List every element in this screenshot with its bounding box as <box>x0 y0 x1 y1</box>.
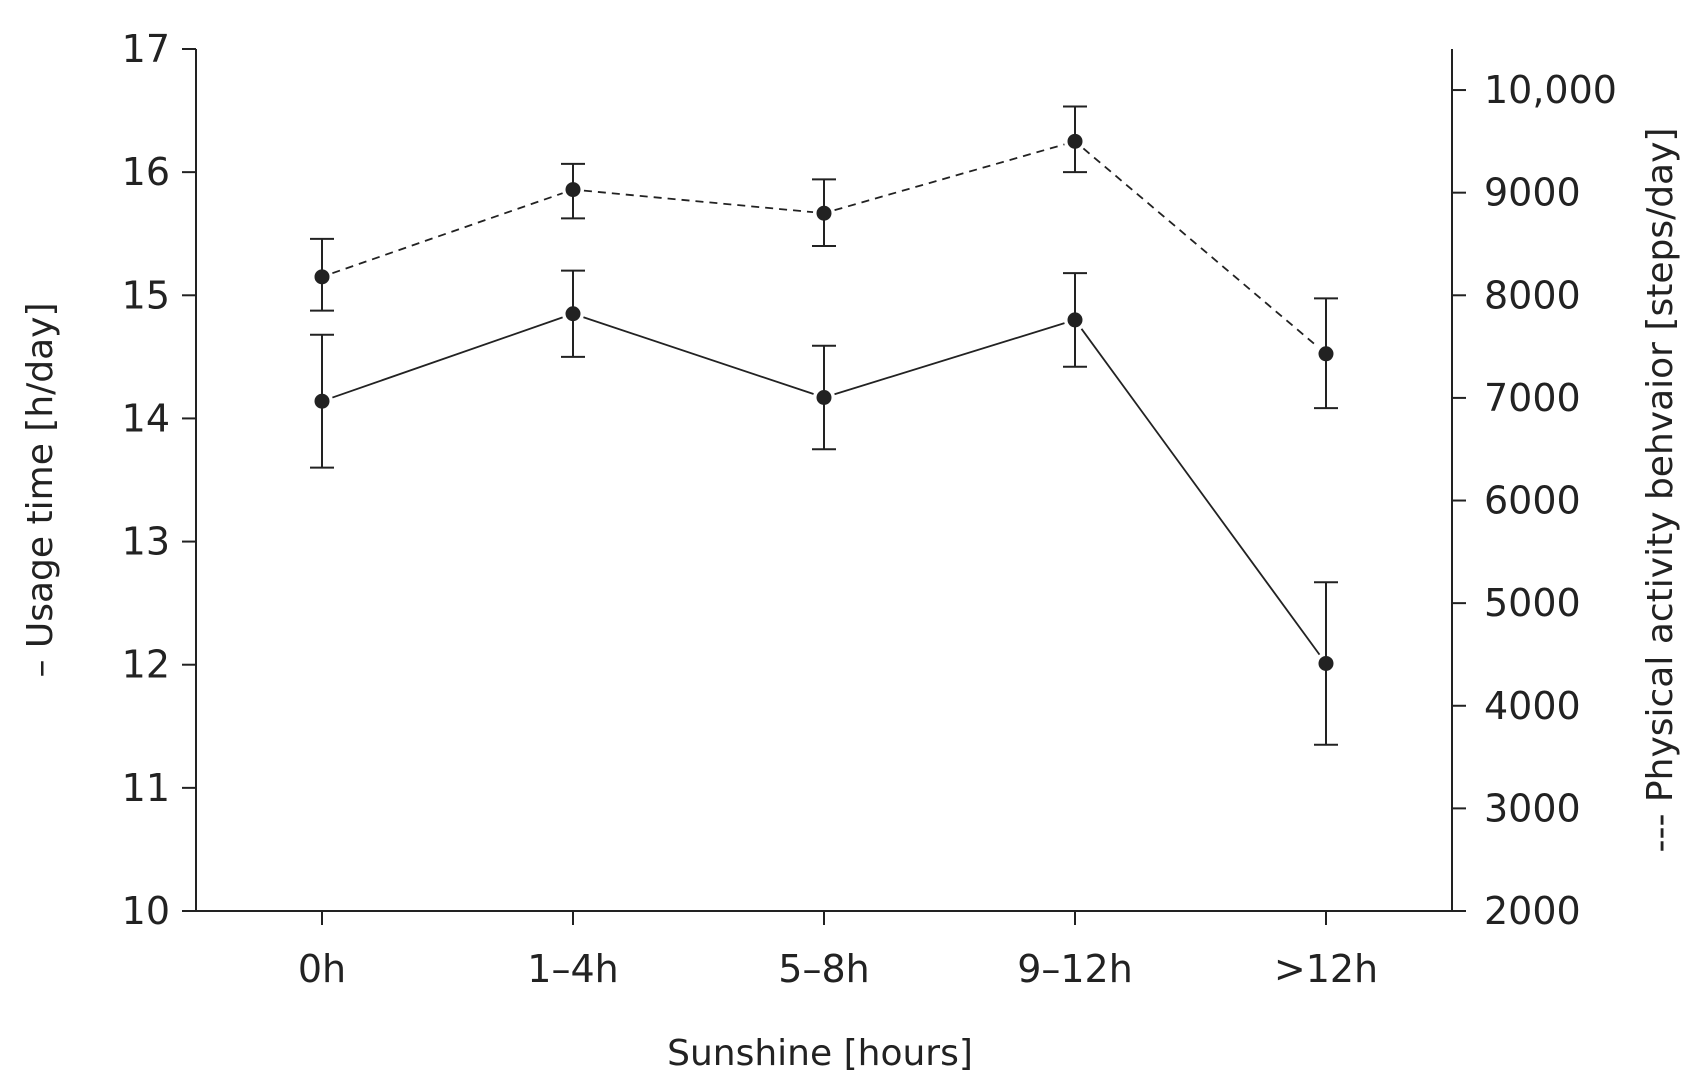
left-y-axis-title: – Usage time [h/day] <box>20 302 61 677</box>
physical-activity-segment <box>583 189 814 214</box>
right-y-tick-label: 6000 <box>1484 479 1581 523</box>
series-layer <box>310 105 1338 746</box>
usage-time-segment <box>332 316 563 399</box>
left-y-tick-label: 16 <box>122 150 170 194</box>
x-tick-label: 0h <box>298 947 346 991</box>
left-y-tick-label: 12 <box>122 643 170 687</box>
usage-time-segment <box>583 316 814 395</box>
x-tick-label: >12h <box>1274 947 1378 991</box>
right-y-tick-label: 7000 <box>1484 376 1581 420</box>
right-y-tick-label: 2000 <box>1484 889 1581 933</box>
right-y-tick-label: 5000 <box>1484 581 1581 625</box>
physical-activity-point <box>816 205 832 221</box>
right-y-tick-label: 3000 <box>1484 786 1581 830</box>
left-y-tick-label: 15 <box>122 273 170 317</box>
x-axis-title: Sunshine [hours] <box>667 1033 973 1074</box>
x-tick-label: 9–12h <box>1017 947 1133 991</box>
physical-activity-point <box>565 182 581 198</box>
left-y-tick-label: 14 <box>122 396 170 440</box>
x-tick-label: 1–4h <box>527 947 618 991</box>
physical-activity-segment <box>834 143 1065 212</box>
usage-time-point <box>314 393 330 409</box>
right-y-tick-label: 10,000 <box>1484 68 1617 112</box>
left-y-tick-label: 17 <box>122 27 170 71</box>
right-y-tick-label: 9000 <box>1484 171 1581 215</box>
usage-time-point <box>565 306 581 322</box>
right-y-axis-title: --- Physical activity behvaior [steps/da… <box>1640 128 1681 853</box>
physical-activity-segment <box>1082 147 1319 348</box>
physical-activity-point <box>1318 346 1334 362</box>
left-y-tick-label: 10 <box>122 889 170 933</box>
left-y-tick-label: 13 <box>122 520 170 564</box>
usage-time-point <box>1067 312 1083 328</box>
right-y-tick-label: 4000 <box>1484 684 1581 728</box>
usage-time-segment <box>1080 328 1321 656</box>
physical-activity-point <box>1067 133 1083 149</box>
axes: 10 11 12 13 14 15 16 17 2000 3000 4000 5000 6000 7000… <box>122 27 1617 991</box>
right-y-tick-label: 8000 <box>1484 273 1581 317</box>
usage-time-segment <box>834 322 1065 396</box>
usage-time-point <box>1318 655 1334 671</box>
usage-time-point <box>816 389 832 405</box>
physical-activity-point <box>314 269 330 285</box>
physical-activity-segment <box>332 192 563 275</box>
x-tick-label: 5–8h <box>778 947 869 991</box>
left-y-tick-label: 11 <box>122 766 170 810</box>
